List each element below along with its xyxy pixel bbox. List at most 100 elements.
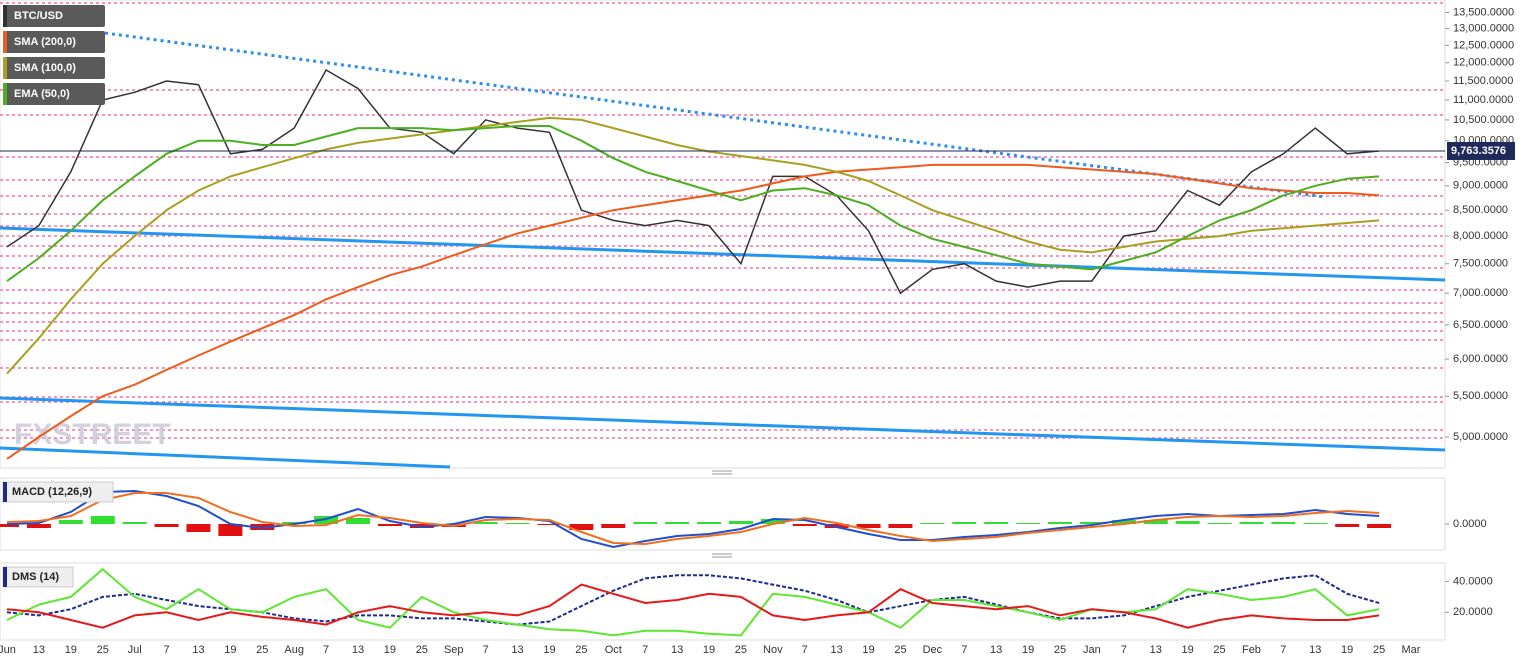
- legend-swatch: [3, 57, 7, 79]
- histogram-bar: [505, 523, 530, 524]
- x-tick-label: 25: [256, 644, 268, 656]
- histogram-bar: [1271, 522, 1296, 524]
- histogram-bar: [984, 522, 1009, 524]
- watermark: FXSTREET: [14, 418, 171, 451]
- x-tick-label: Feb: [1242, 644, 1261, 656]
- legend-swatch: [3, 5, 7, 27]
- panel-title: DMS (14): [12, 571, 59, 583]
- histogram-bar: [1335, 524, 1360, 527]
- histogram-bar: [90, 516, 115, 524]
- series-line: [6, 583, 1380, 629]
- histogram-bar: [1239, 522, 1264, 524]
- last-price-tag: [1447, 141, 1515, 160]
- x-tick-label: 7: [1121, 644, 1127, 656]
- panel-title: MACD (12,26,9): [12, 486, 92, 498]
- panel-handle[interactable]: [712, 470, 732, 558]
- x-tick-label: 13: [33, 644, 45, 656]
- histogram-bar: [665, 522, 690, 524]
- x-tick-label: 19: [224, 644, 236, 656]
- histogram-bar: [1111, 520, 1136, 524]
- histogram-bar: [1303, 523, 1328, 524]
- x-tick-label: 19: [1341, 644, 1353, 656]
- y-tick-label: 13,000.0000: [1453, 23, 1514, 35]
- legend-box: [3, 31, 105, 53]
- x-tick-label: 25: [416, 644, 428, 656]
- legend-box: [3, 83, 105, 105]
- histogram-bar: [697, 522, 721, 524]
- series-line: [6, 116, 1380, 375]
- y-tick-label: 0.0000: [1453, 518, 1487, 530]
- histogram-bar: [154, 524, 179, 527]
- legend-label: SMA (200,0): [14, 36, 76, 48]
- y-tick-label: 7,500.0000: [1453, 258, 1508, 270]
- dms-panel: [0, 562, 1446, 641]
- price-panel: [0, 0, 1446, 469]
- x-tick-label: Jan: [1083, 644, 1101, 656]
- x-tick-label: 7: [483, 644, 489, 656]
- x-tick-label: Aug: [284, 644, 304, 656]
- x-tick-label: 25: [1054, 644, 1066, 656]
- y-tick-label: 11,000.0000: [1453, 94, 1513, 106]
- x-tick-label: 7: [961, 644, 967, 656]
- x-tick-label: Nov: [763, 644, 783, 656]
- y-tick-label: 40.0000: [1453, 575, 1493, 587]
- x-tick-label: 13: [1309, 644, 1321, 656]
- x-tick-label: Mar: [1402, 644, 1421, 656]
- x-tick-label: 25: [97, 644, 109, 656]
- x-tick-label: Jul: [128, 644, 142, 656]
- series-line: [6, 567, 1380, 637]
- y-tick-label: 11,500.0000: [1453, 75, 1513, 87]
- x-tick-label: 25: [735, 644, 747, 656]
- x-tick-label: 7: [1280, 644, 1286, 656]
- histogram-bar: [26, 524, 51, 528]
- series-line: [6, 489, 1380, 549]
- histogram-bar: [760, 519, 785, 524]
- histogram-bar: [1079, 522, 1104, 524]
- y-tick-label: 8,000.0000: [1453, 230, 1508, 242]
- histogram-bar: [1175, 521, 1200, 524]
- x-tick-label: 19: [703, 644, 715, 656]
- histogram-bar: [473, 522, 498, 524]
- panel-title-swatch: [3, 482, 7, 502]
- legend-box: [3, 57, 105, 79]
- y-tick-label: 20.0000: [1453, 606, 1493, 618]
- x-tick-label: 13: [352, 644, 364, 656]
- legend-swatch: [3, 83, 7, 105]
- x-tick-label: Sep: [444, 644, 464, 656]
- histogram-bar: [856, 524, 881, 528]
- histogram-bar: [1048, 522, 1072, 524]
- y-tick-label: 10,500.0000: [1453, 114, 1514, 126]
- x-tick-label: 13: [990, 644, 1002, 656]
- x-tick-label: 13: [671, 644, 683, 656]
- y-tick-label: 9,000.0000: [1453, 180, 1508, 192]
- histogram-bar: [601, 524, 626, 528]
- last-price-label: 9,763.3576: [1451, 145, 1506, 157]
- histogram-bar: [0, 524, 19, 527]
- series-line: [6, 163, 1380, 460]
- series-line: [6, 574, 1380, 626]
- histogram-bar: [218, 524, 243, 536]
- trend-lines: [0, 31, 1446, 469]
- legend-label: BTC/USD: [14, 10, 63, 22]
- y-tick-label: 12,000.0000: [1453, 57, 1514, 69]
- x-tick-label: 13: [192, 644, 204, 656]
- histogram-bar: [952, 522, 977, 524]
- x-tick-label: 19: [384, 644, 396, 656]
- series-line: [6, 492, 1380, 546]
- histogram-bar: [920, 523, 945, 524]
- x-tick-label: 25: [575, 644, 587, 656]
- macd-panel: [0, 477, 1446, 551]
- x-tick-label: 13: [1150, 644, 1162, 656]
- x-tick-label: 19: [1182, 644, 1194, 656]
- series-line: [6, 125, 1380, 282]
- x-tick-label: 25: [1213, 644, 1225, 656]
- x-tick-label: 19: [862, 644, 874, 656]
- histogram-bar: [1016, 523, 1041, 524]
- x-tick-label: 7: [323, 644, 329, 656]
- x-tick-label: 7: [163, 644, 169, 656]
- histogram-bar: [888, 524, 913, 528]
- histogram-bar: [58, 520, 83, 524]
- histogram-bar: [792, 524, 817, 526]
- histogram-bar: [1207, 523, 1232, 524]
